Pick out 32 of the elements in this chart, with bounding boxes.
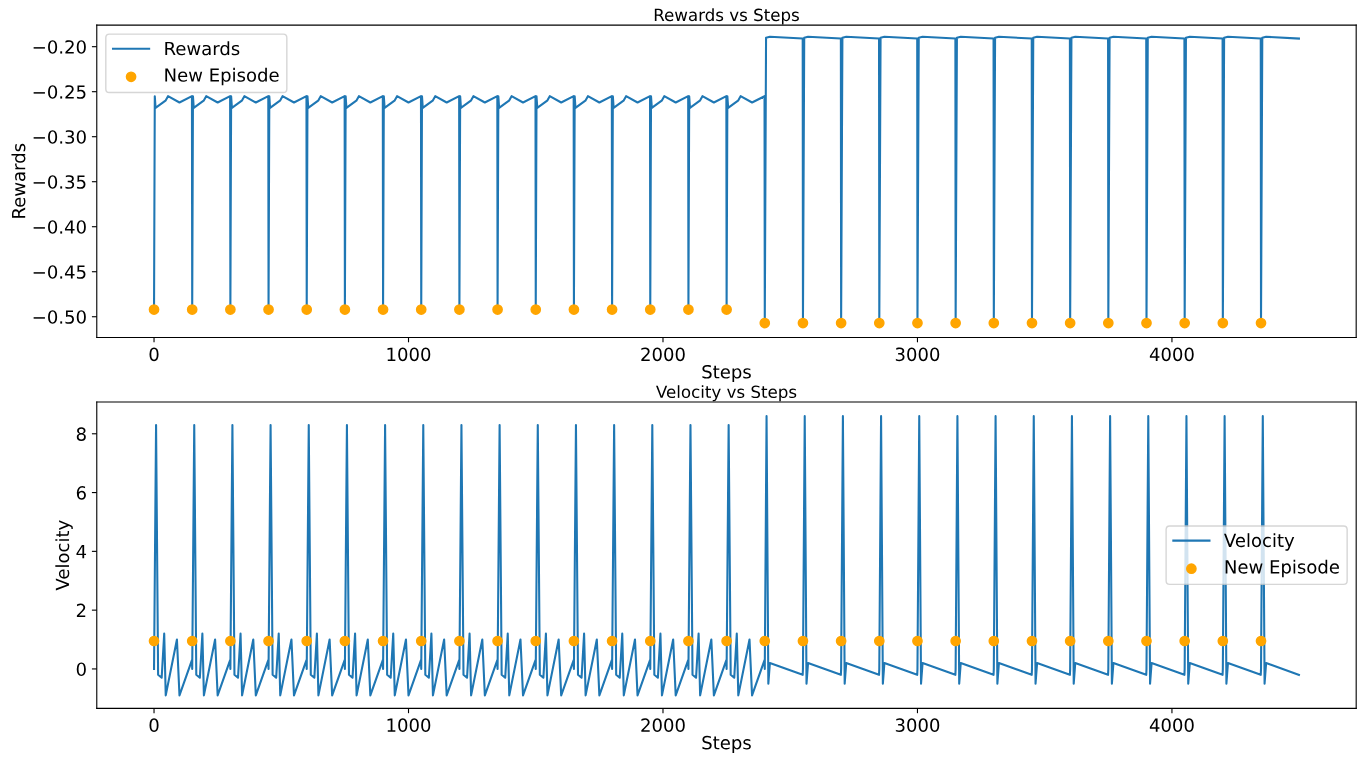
y-tick-label: 6 [76, 486, 86, 500]
x-tick-label: 4000 [1149, 347, 1194, 362]
y-tick-label: −0.30 [33, 130, 86, 144]
y-tick-label: 4 [76, 545, 87, 559]
x-tick-label: 1000 [387, 347, 431, 362]
x-axis-title: Steps [702, 364, 751, 383]
legend-label: New Episode [1225, 559, 1339, 578]
chart-title: Velocity vs Steps [656, 385, 797, 402]
x-tick-label: 2000 [641, 718, 685, 733]
y-tick-label: −0.45 [33, 265, 86, 279]
y-tick-label: 8 [76, 427, 86, 441]
y-tick-label: −0.50 [33, 310, 86, 324]
y-axis-title: Velocity [55, 520, 73, 591]
x-tick-label: 1000 [387, 718, 431, 733]
legend-label: Rewards [165, 41, 240, 56]
y-tick-label: −0.35 [33, 175, 86, 189]
x-tick-label: 3000 [895, 718, 940, 733]
y-axis-title: Rewards [11, 143, 26, 218]
y-tick-label: −0.25 [33, 85, 86, 99]
x-tick-label: 4000 [1149, 718, 1194, 733]
legend-label: New Episode [165, 67, 279, 86]
x-tick-label: 0 [149, 718, 159, 733]
chart-title: Rewards vs Steps [654, 8, 799, 25]
x-axis-title: Steps [702, 735, 751, 753]
x-tick-label: 0 [149, 347, 159, 362]
y-tick-label: 2 [76, 603, 86, 618]
y-tick-label: 0 [76, 662, 86, 677]
legend-label: Velocity [1224, 533, 1295, 551]
y-tick-label: −0.20 [33, 40, 86, 54]
y-tick-label: −0.40 [33, 220, 86, 234]
x-tick-label: 2000 [641, 347, 685, 362]
x-tick-label: 3000 [895, 347, 940, 362]
